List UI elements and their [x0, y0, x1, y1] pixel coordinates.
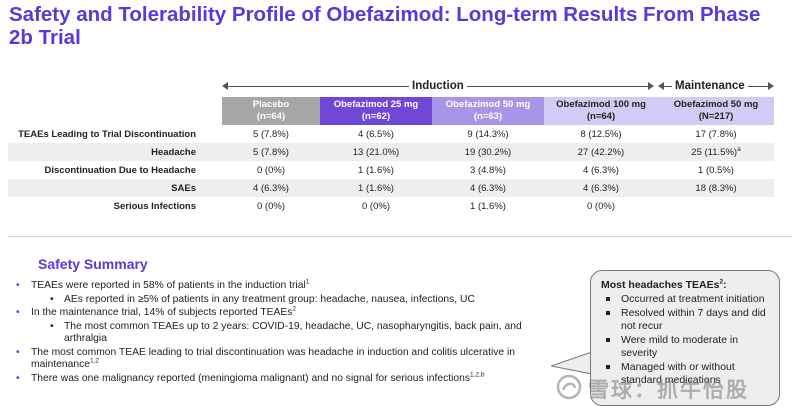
callout-item: Resolved within 7 days and did not recur: [601, 307, 769, 333]
table-cell: 1 (0.5%): [698, 164, 734, 176]
watermark: 雪球：抓牛怡股: [556, 372, 786, 404]
list-item: TEAEs were reported in 58% of patients i…: [16, 279, 556, 293]
table-cell: 5 (7.8%): [222, 143, 320, 161]
table-header-row: Placebo (n=64) Obefazimod 25 mg (n=62) Obe…: [8, 97, 774, 125]
slide-title: Safety and Tolerability Profile of Obefa…: [9, 3, 761, 49]
col-header-50mg: Obefazimod 50 mg (n=63): [432, 97, 544, 125]
callout-title: Most headaches TEAEs2:: [601, 278, 727, 291]
watermark-text: 雪球：抓牛怡股: [588, 379, 749, 402]
col-header-100mg: Obefazimod 100 mg (n=64): [544, 97, 658, 125]
table-cell: [658, 197, 774, 215]
maintenance-span-header: Maintenance: [658, 78, 774, 94]
table-cell: 1 (1.6%): [470, 200, 506, 212]
right-arrow-icon: [648, 82, 654, 90]
table-cell: 9 (14.3%): [467, 128, 509, 140]
table-cell: 13 (21.0%): [320, 143, 432, 161]
table-cell: 27 (42.2%): [544, 143, 658, 161]
table-row: Discontinuation Due to Headache 0 (0%) 1…: [8, 161, 774, 179]
table-cell: 5 (7.8%): [253, 128, 289, 140]
table-row: Headache 5 (7.8%) 13 (21.0%) 19 (30.2%) …: [8, 143, 774, 161]
col-header-placebo: Placebo (n=64): [222, 97, 320, 125]
callout-item: Managed with or without standard medicat…: [601, 361, 769, 387]
list-item: The most common TEAEs up to 2 years: COV…: [16, 321, 556, 346]
table-cell: 4 (6.3%): [222, 179, 320, 197]
right-arrow-icon: [768, 82, 774, 90]
row-label: TEAEs Leading to Trial Discontinuation: [18, 128, 196, 140]
section-divider: [8, 236, 792, 237]
row-label: Headache: [8, 143, 222, 161]
col-header-25mg: Obefazimod 25 mg (n=62): [320, 97, 432, 125]
row-label: SAEs: [8, 179, 222, 197]
maintenance-label: Maintenance: [672, 78, 748, 94]
row-label: Discontinuation Due to Headache: [44, 164, 197, 176]
safety-table: Placebo (n=64) Obefazimod 25 mg (n=62) Obe…: [8, 97, 774, 215]
col-header-maint-50mg: Obefazimod 50 mg (N=217): [658, 97, 774, 125]
safety-summary-heading: Safety Summary: [38, 256, 148, 272]
table-cell: 4 (6.3%): [544, 179, 658, 197]
table-cell: 4 (6.3%): [583, 164, 619, 176]
left-arrow-icon: [658, 82, 664, 90]
table-cell: 3 (4.8%): [470, 164, 506, 176]
callout-item: Were mild to moderate in severity: [601, 334, 769, 360]
table-cell: 8 (12.5%): [580, 128, 622, 140]
induction-label: Induction: [409, 78, 467, 94]
table-cell: 0 (0%): [362, 200, 390, 212]
table-cell: 19 (30.2%): [432, 143, 544, 161]
table-cell: 0 (0%): [257, 200, 285, 212]
left-arrow-icon: [222, 82, 228, 90]
safety-summary-list: TEAEs were reported in 58% of patients i…: [16, 279, 556, 386]
table-cell: 4 (6.3%): [432, 179, 544, 197]
table-cell: 1 (1.6%): [320, 179, 432, 197]
table-row: TEAEs Leading to Trial Discontinuation 5…: [8, 125, 774, 143]
table-cell: 0 (0%): [257, 164, 285, 176]
headache-callout: Most headaches TEAEs2: Occurred at treat…: [590, 270, 780, 406]
row-label: Serious Infections: [113, 200, 196, 212]
list-item: The most common TEAE leading to trial di…: [16, 347, 556, 372]
table-cell: 1 (1.6%): [358, 164, 394, 176]
list-item: In the maintenance trial, 14% of subject…: [16, 306, 556, 320]
induction-span-header: Induction: [222, 78, 654, 94]
table-cell: 0 (0%): [587, 200, 615, 212]
callout-item: Occurred at treatment initiation: [601, 293, 769, 306]
table-row: Serious Infections 0 (0%) 0 (0%) 1 (1.6%…: [8, 197, 774, 215]
list-item: There was one malignancy reported (menin…: [16, 371, 556, 386]
table-cell: 18 (8.3%): [658, 179, 774, 197]
table-cell: 17 (7.8%): [695, 128, 737, 140]
list-item: AEs reported in ≥5% of patients in any t…: [16, 294, 556, 307]
snowball-logo-icon: [556, 374, 582, 400]
table-row: SAEs 4 (6.3%) 1 (1.6%) 4 (6.3%) 4 (6.3%)…: [8, 179, 774, 197]
table-cell: 25 (11.5%)a: [658, 143, 774, 161]
table-cell: 4 (6.5%): [358, 128, 394, 140]
row-label-header: [8, 97, 222, 125]
